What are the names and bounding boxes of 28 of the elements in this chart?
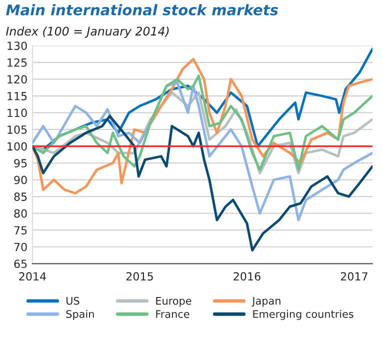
- legend-label: Japan: [252, 296, 280, 307]
- y-tick-label: 90: [14, 176, 27, 184]
- chart-subtitle: Index (100 = January 2014): [6, 26, 169, 38]
- y-tick-label: 95: [14, 158, 27, 168]
- y-tick-label: 70: [14, 242, 27, 252]
- y-tick-label: 105: [8, 125, 27, 134]
- y-tick-label: 65: [14, 260, 27, 268]
- legend-label: Europe: [156, 296, 192, 307]
- y-tick-label: 115: [8, 92, 27, 100]
- x-tick-label: 2014: [19, 272, 46, 281]
- legend-label: Spain: [66, 310, 94, 320]
- y-tick-label: 85: [14, 192, 27, 201]
- legend-label: France: [156, 310, 190, 318]
- legend-label: Emerging countries: [253, 310, 354, 320]
- chart-title: Main international stock markets: [6, 4, 278, 16]
- y-tick-label: 130: [8, 42, 27, 50]
- y-tick-label: 125: [8, 58, 27, 67]
- y-tick-label: 100: [8, 142, 27, 151]
- y-tick-label: 75: [14, 226, 27, 234]
- y-tick-label: 120: [8, 75, 27, 84]
- line-series: [32, 74, 372, 171]
- y-tick-label: 80: [14, 209, 27, 218]
- x-tick-label: 2017: [340, 272, 368, 281]
- x-tick-label: 2016: [234, 272, 260, 281]
- line-series: [32, 114, 372, 252]
- legend-label: US: [66, 296, 80, 305]
- x-tick-label: 2015: [126, 272, 153, 281]
- y-tick-label: 110: [8, 108, 27, 118]
